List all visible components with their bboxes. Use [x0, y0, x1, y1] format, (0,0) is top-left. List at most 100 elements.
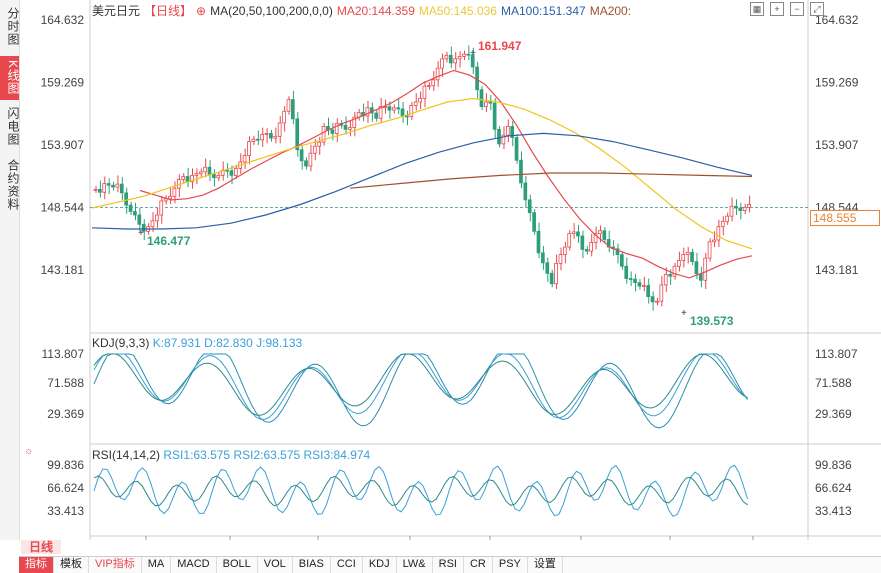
indicator-tab-2[interactable]: VIP指标	[89, 557, 142, 573]
candle-body	[729, 205, 734, 217]
candle-body	[703, 257, 708, 281]
expand-icon[interactable]: ⤢	[810, 2, 824, 16]
candle-body	[549, 272, 554, 285]
rsi-label[interactable]: RSI(14,14,2)	[92, 448, 161, 462]
candle-body	[440, 58, 444, 69]
candle-body	[277, 122, 282, 137]
left-tab-2[interactable]: 闪电图	[6, 106, 20, 146]
period-button[interactable]: 日线	[21, 540, 61, 554]
price-axis-label: 143.181	[41, 263, 85, 277]
indicator-tab-3[interactable]: MA	[142, 557, 172, 573]
candle-body	[374, 112, 379, 119]
left-tab-0[interactable]: 分时图	[6, 6, 20, 46]
candle-body	[365, 107, 370, 117]
candle-body	[102, 183, 107, 193]
indicator-tab-7[interactable]: BIAS	[293, 557, 331, 573]
period-label[interactable]: 【日线】	[144, 4, 193, 18]
price-axis-label: 159.269	[41, 76, 85, 90]
indicator-tab-6[interactable]: VOL	[258, 557, 293, 573]
low2-annotation: 139.573	[690, 314, 734, 328]
ma100-line	[91, 132, 753, 230]
kdj-axis-label: 113.807	[42, 347, 85, 361]
rsi1-line	[93, 475, 748, 507]
kdj-axis-right-label: 29.369	[815, 407, 852, 421]
grid-icon[interactable]: ▦	[750, 2, 764, 16]
price-axis-label: 164.632	[41, 13, 85, 27]
candle-body	[479, 89, 484, 108]
zoom-in-icon[interactable]: +	[770, 2, 784, 16]
candle-body	[181, 176, 186, 180]
indicator-tab-11[interactable]: RSI	[433, 557, 464, 573]
candle-body	[505, 126, 510, 136]
candle-body	[242, 155, 247, 163]
candle-body	[567, 233, 572, 248]
candle-body	[348, 127, 352, 130]
ma-label[interactable]: MA(20,50,100,200,0,0)	[210, 4, 333, 18]
kdj-j-line	[93, 353, 749, 429]
candle-body	[378, 106, 383, 119]
candle-body	[317, 141, 322, 147]
candle-body	[168, 195, 172, 200]
indicator-tab-4[interactable]: MACD	[171, 557, 217, 573]
candle-body	[532, 212, 536, 232]
indicator-tab-8[interactable]: CCI	[331, 557, 363, 573]
candle-body	[229, 170, 234, 176]
ma200-line	[349, 172, 753, 189]
candle-body	[299, 149, 304, 162]
indicator-tab-9[interactable]: KDJ	[363, 557, 397, 573]
candle-body	[304, 160, 308, 167]
candle-body	[720, 221, 725, 228]
indicator-tab-14[interactable]: 设置	[528, 557, 563, 573]
candle-body	[387, 106, 392, 111]
candle-body	[606, 239, 611, 248]
candle-body	[216, 174, 221, 179]
indicator-tab-10[interactable]: LW&	[397, 557, 433, 573]
chart-canvas[interactable]: 164.632 164.632 159.269 159.269 153.907 153.9…	[0, 0, 881, 540]
candle-body	[255, 138, 260, 141]
ma20-line	[139, 69, 753, 279]
rsi-axis-right-label: 33.413	[815, 504, 852, 518]
candle-body	[598, 230, 602, 235]
candle-body	[580, 235, 585, 250]
candle-body	[655, 300, 659, 303]
sun-icon[interactable]: ☼	[24, 446, 34, 457]
candle-body	[554, 262, 558, 285]
candle-body	[137, 214, 142, 225]
candle-body	[663, 274, 668, 286]
candle-body	[501, 134, 506, 145]
ma50-line	[91, 97, 753, 250]
indicator-tab-0[interactable]: 指标	[19, 557, 54, 573]
candle-body	[576, 231, 580, 237]
candle-body	[628, 278, 633, 280]
left-tab-3[interactable]: 合约资料	[6, 159, 20, 211]
candle-body	[426, 85, 431, 88]
candle-body	[457, 56, 462, 60]
settings-icon[interactable]: ⊕	[196, 4, 207, 18]
candle-body	[615, 248, 620, 256]
price-axis-label: 153.907	[41, 138, 85, 152]
candle-body	[620, 254, 624, 267]
candle-body	[431, 79, 436, 87]
indicator-tab-13[interactable]: PSY	[493, 557, 528, 573]
kdj-label[interactable]: KDJ(9,3,3)	[92, 336, 150, 350]
candle-body	[159, 200, 164, 216]
candle-body	[115, 183, 120, 188]
candle-body	[405, 115, 409, 118]
candle-body	[453, 58, 457, 64]
left-tab-1[interactable]: K线图	[0, 56, 20, 100]
candle-body	[321, 126, 326, 143]
candle-body	[330, 129, 335, 134]
zoom-out-icon[interactable]: −	[790, 2, 804, 16]
indicator-tab-5[interactable]: BOLL	[217, 557, 258, 573]
price-axis-right-label: 164.632	[815, 13, 859, 27]
left-tab-bar: 分时图 K线图闪电图合约资料	[0, 0, 20, 540]
high-annotation: 161.947	[478, 39, 522, 53]
candle-body	[650, 296, 655, 303]
candle-body	[422, 85, 427, 99]
rsi3-value: RSI3:84.974	[303, 448, 371, 462]
candle-body	[106, 183, 111, 186]
candle-body	[396, 107, 400, 110]
candle-body	[523, 182, 528, 201]
indicator-tab-12[interactable]: CR	[464, 557, 493, 573]
indicator-tab-1[interactable]: 模板	[54, 557, 89, 573]
